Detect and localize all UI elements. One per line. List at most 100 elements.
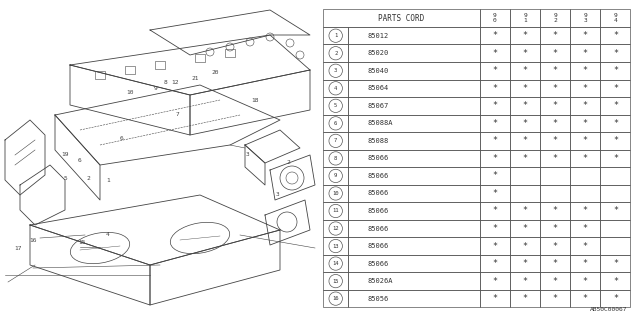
Text: *: *: [523, 242, 527, 251]
Text: *: *: [583, 242, 588, 251]
Text: 2: 2: [334, 51, 337, 56]
Bar: [323, 132, 348, 150]
Text: 20: 20: [211, 70, 219, 76]
Text: 15: 15: [332, 279, 339, 284]
Text: *: *: [523, 154, 527, 163]
Bar: [480, 62, 510, 80]
Bar: [510, 44, 540, 62]
Bar: [600, 115, 630, 132]
Text: *: *: [583, 136, 588, 145]
Text: *: *: [523, 49, 527, 58]
Bar: [600, 290, 630, 308]
Bar: [510, 255, 540, 272]
Bar: [570, 185, 600, 202]
Text: *: *: [523, 206, 527, 215]
Text: *: *: [523, 119, 527, 128]
Bar: [540, 202, 570, 220]
Text: *: *: [583, 224, 588, 233]
Bar: [600, 255, 630, 272]
Bar: [225, 49, 235, 57]
Text: 7: 7: [176, 113, 180, 117]
Text: 6: 6: [120, 135, 124, 140]
Bar: [480, 255, 510, 272]
Bar: [348, 132, 480, 150]
Text: *: *: [553, 276, 557, 285]
Text: 10: 10: [126, 91, 134, 95]
Text: 5: 5: [334, 103, 337, 108]
Text: 9
4: 9 4: [614, 13, 618, 23]
Bar: [480, 9, 510, 27]
Bar: [480, 150, 510, 167]
Bar: [323, 44, 348, 62]
Bar: [540, 167, 570, 185]
Text: 85066: 85066: [368, 190, 389, 196]
Bar: [540, 220, 570, 237]
Text: 85066: 85066: [368, 173, 389, 179]
Text: *: *: [583, 154, 588, 163]
Text: *: *: [613, 101, 618, 110]
Bar: [480, 27, 510, 44]
Text: *: *: [613, 119, 618, 128]
Text: 2: 2: [286, 159, 290, 164]
Bar: [600, 150, 630, 167]
Bar: [540, 150, 570, 167]
Text: *: *: [523, 31, 527, 40]
Text: 6: 6: [78, 157, 82, 163]
Bar: [570, 255, 600, 272]
Bar: [323, 185, 348, 202]
Text: *: *: [583, 66, 588, 75]
Bar: [600, 9, 630, 27]
Text: *: *: [523, 136, 527, 145]
Text: 12: 12: [172, 81, 179, 85]
Text: *: *: [613, 294, 618, 303]
Bar: [600, 97, 630, 115]
Bar: [600, 202, 630, 220]
Text: *: *: [493, 49, 497, 58]
Bar: [510, 185, 540, 202]
Text: 18: 18: [252, 98, 259, 102]
Bar: [570, 80, 600, 97]
Text: 85088A: 85088A: [368, 120, 394, 126]
Bar: [570, 97, 600, 115]
Text: *: *: [493, 84, 497, 93]
Text: 3: 3: [276, 193, 280, 197]
Bar: [348, 202, 480, 220]
Bar: [600, 44, 630, 62]
Bar: [570, 150, 600, 167]
Text: 10: 10: [332, 191, 339, 196]
Bar: [155, 61, 165, 69]
Bar: [570, 44, 600, 62]
Text: *: *: [553, 154, 557, 163]
Bar: [348, 290, 480, 308]
Text: 85064: 85064: [368, 85, 389, 91]
Bar: [480, 80, 510, 97]
Bar: [570, 272, 600, 290]
Text: 85066: 85066: [368, 208, 389, 214]
Bar: [540, 272, 570, 290]
Bar: [323, 150, 348, 167]
Text: 16: 16: [332, 296, 339, 301]
Text: 11: 11: [332, 209, 339, 213]
Text: *: *: [583, 101, 588, 110]
Text: *: *: [493, 242, 497, 251]
Text: *: *: [583, 276, 588, 285]
Bar: [323, 220, 348, 237]
Bar: [348, 115, 480, 132]
Bar: [600, 167, 630, 185]
Text: *: *: [553, 49, 557, 58]
Text: *: *: [613, 84, 618, 93]
Text: 3: 3: [334, 68, 337, 73]
Text: 85026A: 85026A: [368, 278, 394, 284]
Bar: [348, 272, 480, 290]
Text: *: *: [493, 101, 497, 110]
Text: 85066: 85066: [368, 260, 389, 267]
Bar: [600, 80, 630, 97]
Text: 85056: 85056: [368, 296, 389, 302]
Text: *: *: [553, 224, 557, 233]
Text: *: *: [553, 259, 557, 268]
Bar: [480, 97, 510, 115]
Bar: [510, 220, 540, 237]
Bar: [600, 185, 630, 202]
Bar: [600, 62, 630, 80]
Text: *: *: [553, 294, 557, 303]
